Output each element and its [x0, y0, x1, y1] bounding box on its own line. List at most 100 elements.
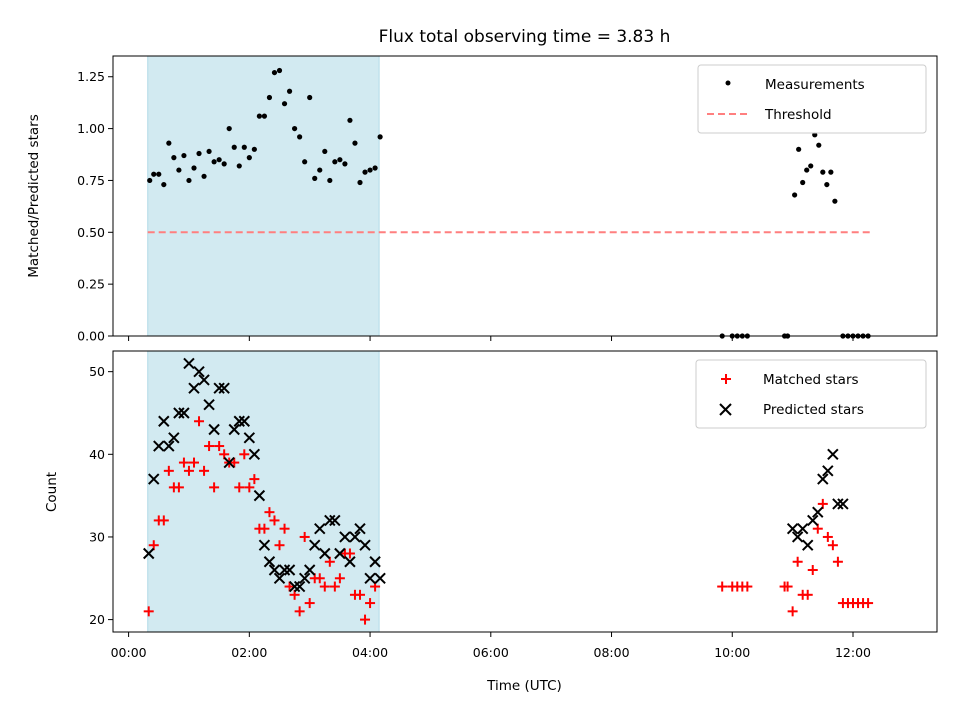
- measurement-point: [211, 159, 217, 165]
- bottom-legend: Matched stars Predicted stars: [695, 359, 927, 429]
- predicted-point: [173, 407, 185, 419]
- measurement-point: [828, 169, 834, 175]
- predicted-point: [319, 547, 331, 560]
- matched-point: [158, 515, 169, 526]
- predicted-point: [203, 399, 215, 411]
- measurement-point: [808, 163, 814, 169]
- measurement-point: [804, 167, 810, 173]
- measurement-point: [186, 177, 192, 184]
- measurement-point: [800, 179, 806, 186]
- predicted-point: [791, 531, 804, 543]
- bottom-panel: 20 30 40 50 00:00 02:00 04:00 06:00 08:00 10:00 1…: [44, 350, 938, 694]
- measurement-point: [191, 165, 197, 171]
- chart-title: Flux total observing time = 3.83 h: [379, 27, 671, 47]
- matched-point: [365, 598, 376, 609]
- measurement-point: [166, 140, 172, 146]
- matched-point: [360, 614, 371, 625]
- predicted-point: [188, 382, 200, 394]
- measurement-point: [206, 148, 212, 155]
- y-tick-label: 0.50: [77, 225, 105, 240]
- matched-point: [229, 457, 240, 468]
- matched-point: [863, 598, 874, 609]
- matched-point: [209, 482, 220, 493]
- matched-point: [802, 589, 813, 600]
- measurement-point: [337, 157, 343, 163]
- top-panel: 0.00 0.25 0.50 0.75 1.00 1.25 Matched/Predict…: [26, 55, 938, 344]
- measurement-point: [286, 88, 293, 94]
- measurement-point: [147, 177, 153, 184]
- predicted-point: [148, 473, 160, 485]
- predicted-point: [233, 415, 245, 427]
- predicted-point: [238, 415, 251, 427]
- predicted-point: [263, 556, 276, 568]
- matched-point: [274, 540, 285, 551]
- bottom-legend-box: [695, 359, 927, 429]
- x-tick-label: 02:00: [231, 645, 267, 660]
- measurement-point: [357, 179, 363, 186]
- measurement-point: [796, 146, 802, 152]
- matched-point: [807, 565, 818, 576]
- matched-point: [319, 581, 330, 592]
- measurement-point: [307, 94, 313, 101]
- predicted-point: [243, 432, 256, 444]
- measurement-point: [297, 134, 303, 140]
- predicted-point: [218, 382, 230, 394]
- legend-predicted-label: Predicted stars: [763, 402, 864, 418]
- predicted-point: [153, 440, 165, 452]
- measurement-point: [317, 167, 323, 173]
- matched-point: [163, 465, 174, 476]
- predicted-point: [807, 514, 819, 527]
- matched-point: [354, 589, 365, 600]
- predicted-point: [268, 564, 281, 576]
- matched-point: [299, 531, 310, 542]
- predicted-point: [827, 448, 839, 461]
- x-tick-label: 10:00: [714, 645, 750, 660]
- measurement-point: [824, 181, 830, 188]
- legend-matched-label: Matched stars: [763, 372, 859, 388]
- y-tick-label: 0.75: [77, 173, 105, 188]
- top-panel-frame: [112, 55, 938, 337]
- matched-point: [259, 523, 270, 534]
- matched-point: [194, 416, 205, 427]
- matched-point: [792, 556, 803, 567]
- predicted-point: [374, 572, 386, 584]
- measurement-point: [236, 163, 242, 169]
- legend-measurements-marker: [725, 80, 731, 86]
- measurement-point: [171, 155, 177, 161]
- legend-predicted-marker: [719, 403, 732, 416]
- legend-threshold-label: Threshold: [764, 107, 832, 123]
- measurement-point: [271, 69, 278, 76]
- measurement-point: [367, 167, 373, 173]
- predicted-point: [339, 531, 351, 543]
- matched-point: [344, 548, 355, 559]
- measurement-point: [820, 169, 826, 175]
- predicted-point: [786, 522, 799, 535]
- predicted-point: [298, 572, 311, 584]
- predicted-point: [288, 580, 301, 593]
- predicted-point: [198, 374, 210, 386]
- matched-point: [314, 573, 325, 584]
- top-legend: Measurements Threshold: [697, 64, 927, 134]
- matched-point: [173, 482, 184, 493]
- y-tick-label: 50: [89, 364, 105, 379]
- matched-point: [329, 581, 340, 592]
- predicted-point: [223, 456, 235, 469]
- top-ylabel: Matched/Predicted stars: [26, 114, 42, 277]
- measurement-point: [246, 155, 252, 161]
- y-tick-label: 40: [89, 447, 105, 462]
- predicted-point: [178, 407, 190, 419]
- measurement-point: [377, 134, 383, 140]
- predicted-point: [283, 564, 296, 576]
- matched-point: [304, 598, 315, 609]
- predicted-point: [168, 432, 180, 444]
- matched-point: [832, 556, 843, 567]
- matched-point: [742, 581, 753, 592]
- bottom-xlabel: Time (UTC): [486, 678, 562, 694]
- predicted-point: [228, 423, 240, 436]
- predicted-point: [278, 564, 291, 576]
- predicted-point: [258, 539, 271, 551]
- y-tick-label: 30: [89, 529, 105, 544]
- predicted-point: [354, 522, 366, 535]
- predicted-point: [812, 506, 824, 518]
- legend-matched-marker: [721, 374, 731, 384]
